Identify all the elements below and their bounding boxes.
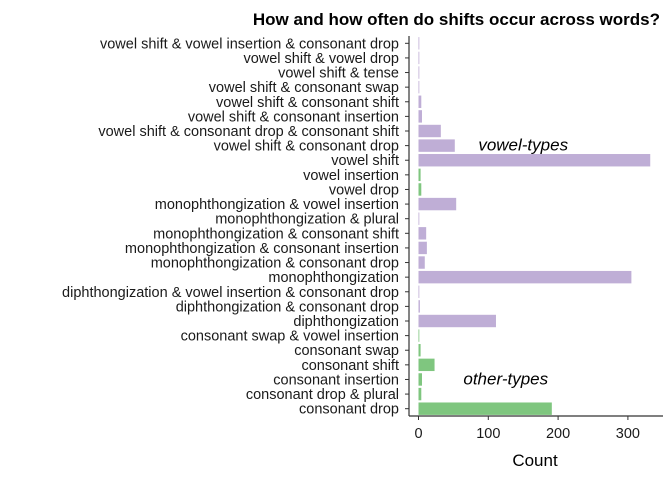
bar-11 [418,197,457,211]
category-label: monophthongization & vowel insertion [155,197,399,213]
bar-7 [418,139,455,152]
category-label: consonant drop & plural [246,387,399,403]
category-label: diphthongization & vowel insertion & con… [62,285,399,301]
axes: 0 100 200 300 [405,36,663,442]
category-label: vowel drop [329,182,399,198]
category-label: vowel shift & consonant swap [209,80,399,96]
category-label: diphthongization [293,314,399,330]
bar-25 [418,402,552,415]
category-label: vowel shift [331,153,399,169]
bar-22 [418,358,435,372]
bar-20 [418,329,420,342]
category-label: monophthongization & consonant shift [153,226,399,242]
bar-13 [418,227,427,240]
x-tick-label: 200 [546,426,570,442]
bar-6 [418,124,441,138]
category-label: monophthongization & consonant insertion [125,241,399,257]
x-axis-title: Count [512,451,558,470]
bar-16 [418,270,632,284]
bar-3 [418,80,420,94]
bar-19 [418,314,496,328]
category-label: monophthongization [268,270,399,286]
category-label: consonant swap & vowel insertion [181,329,399,345]
bar-23 [418,373,422,386]
x-tick-label: 100 [476,426,500,442]
category-labels: vowel shift & vowel insertion & consonan… [62,36,399,417]
bar-10 [418,183,422,196]
annotation-vowel-types: vowel-types [478,136,568,155]
bar-9 [418,168,421,182]
x-tick-label: 300 [616,426,640,442]
category-label: diphthongization & consonant drop [176,299,399,315]
category-label: vowel shift & tense [278,66,399,82]
category-label: monophthongization & plural [215,212,399,228]
bar-14 [418,241,427,255]
category-label: monophthongization & consonant drop [151,256,399,272]
annotation-other-types: other-types [463,369,548,388]
category-label: vowel shift & consonant shift [216,95,399,111]
category-label: consonant swap [294,343,399,359]
category-label: consonant insertion [273,372,399,388]
bar-21 [418,344,421,357]
category-label: vowel shift & consonant insertion [188,109,399,125]
bars-layer [418,37,651,415]
bar-4 [418,95,422,108]
bar-0 [418,37,420,50]
x-tick-label: 0 [414,426,422,442]
bar-2 [418,66,420,79]
category-label: vowel shift & consonant drop & consonant… [98,124,399,140]
category-label: vowel insertion [303,168,399,184]
category-label: vowel shift & vowel insertion & consonan… [100,36,399,52]
category-label: vowel shift & vowel drop [243,51,399,67]
chart-title: How and how often do shifts occur across… [253,10,660,29]
category-label: vowel shift & consonant drop [214,139,399,155]
bar-12 [418,212,420,225]
bar-24 [418,387,422,401]
bar-18 [418,300,420,313]
bar-17 [418,285,420,298]
bar-1 [418,51,420,65]
bar-8 [418,154,651,167]
bar-15 [418,256,425,269]
annotations: vowel-types other-types [463,136,568,389]
category-label: consonant drop [299,402,399,418]
category-label: consonant shift [301,358,399,374]
bar-5 [418,110,422,123]
